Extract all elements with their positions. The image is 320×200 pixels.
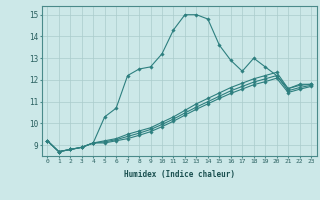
X-axis label: Humidex (Indice chaleur): Humidex (Indice chaleur)	[124, 170, 235, 179]
